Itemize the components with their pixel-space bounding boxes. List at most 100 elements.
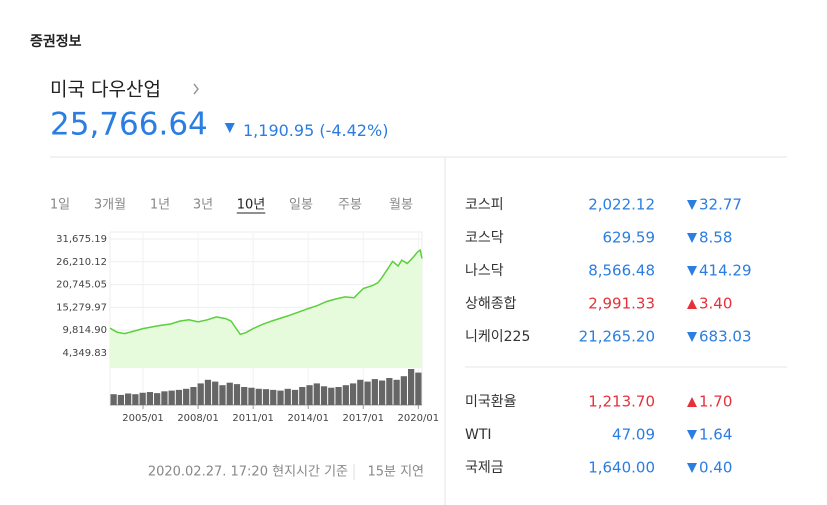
y-tick-label: 9,814.90 [62,325,107,336]
quote-price: 1,640.00 [588,459,655,477]
volume-bar [168,390,175,405]
volume-bar [371,379,378,405]
y-tick-label: 15,279.97 [56,302,107,313]
volume-bar [378,380,386,405]
volume-bar [328,387,335,405]
period-tab[interactable]: 주봉 [338,198,362,213]
chevron-icon [193,83,199,95]
y-tick-label: 31,675.19 [56,234,107,245]
change-value: 1,190.95 [243,121,314,140]
volume-bar [262,389,270,405]
quote-price: 2,991.33 [588,295,655,313]
quote-change: 32.77 [699,196,742,214]
volume-bar [248,387,255,405]
volume-bar [219,385,226,405]
volume-bar [241,387,248,405]
volume-bar [204,379,212,405]
volume-bar [400,376,407,405]
up-arrow [687,299,697,309]
down-arrow [687,266,697,276]
index-change: 1,190.95 (-4.42%) [243,121,388,140]
volume-bar [197,383,204,405]
period-tab[interactable]: 3년 [193,198,213,213]
volume-bar [299,387,306,405]
quote-name[interactable]: 코스피 [465,197,504,213]
volume-bar [110,394,117,405]
volume-bar [132,394,139,405]
quote-price: 2,022.12 [588,196,655,214]
x-tick-label: 2008/01 [177,413,219,424]
quote-change: 8.58 [699,229,732,247]
volume-bar [139,392,146,405]
quote-price: 629.59 [603,229,656,247]
price-line [109,248,423,336]
quote-price: 21,265.20 [579,328,655,346]
quote-name[interactable]: WTI [465,427,492,443]
quote-change: 1.70 [699,393,732,411]
quote-change: 0.40 [699,459,732,477]
volume-bar [313,383,320,405]
period-tab[interactable]: 일봉 [289,198,313,213]
volume-bar [183,388,190,405]
quote-change: 3.40 [699,295,732,313]
quote-price: 47.09 [612,426,655,444]
volume-bar [154,393,161,405]
volume-bar [349,383,357,405]
x-tick-label: 2020/01 [398,413,440,424]
quote-name[interactable]: 국제금 [465,460,504,476]
x-tick-label: 2017/01 [342,413,384,424]
volume-bar [415,372,422,405]
period-tab[interactable]: 10년 [237,198,266,213]
quote-price: 1,213.70 [588,393,655,411]
volume-bar [407,369,415,405]
x-tick-label: 2014/01 [287,413,329,424]
timestamp: 2020.02.27. 17:20 현지시간 기준 [148,465,348,480]
volume-bar [270,389,277,405]
volume-bar [393,379,400,405]
y-tick-label: 26,210.12 [56,257,107,268]
quote-name[interactable]: 니케이225 [465,329,530,345]
quote-change: 683.03 [699,328,752,346]
volume-bar [342,385,349,405]
period-tab[interactable]: 1일 [50,198,70,213]
x-tick-label: 2011/01 [232,413,274,424]
delay: 15분 지연 [367,465,424,480]
quote-name[interactable]: 나스닥 [465,263,504,279]
volume-bar [161,391,168,405]
y-tick-label: 20,745.05 [56,280,107,291]
up-arrow [687,397,697,407]
period-tab[interactable]: 1년 [150,198,170,213]
volume-bar [335,387,342,405]
quote-change: 414.29 [699,262,752,280]
down-arrow [687,463,697,473]
x-tick-label: 2005/01 [122,413,164,424]
down-arrow [224,123,235,133]
area-fill [110,250,422,368]
down-arrow [687,430,697,440]
quote-name[interactable]: 미국환율 [465,394,517,410]
volume-bar [146,392,154,405]
period-tab[interactable]: 월봉 [389,198,413,213]
quote-change: 1.64 [699,426,732,444]
quote-name[interactable]: 코스닥 [465,230,504,246]
change-pct: (-4.42%) [319,121,388,140]
volume-bar [255,388,262,405]
volume-bar [190,387,197,405]
down-arrow [687,200,697,210]
volume-bar [226,382,233,405]
volume-bar [233,384,241,405]
volume-bar [277,390,284,405]
volume-bar [212,381,219,405]
volume-bar [125,393,132,405]
volume-bar [117,394,125,405]
volume-bar [291,389,299,405]
index-name[interactable]: 미국 다우산업 [50,79,161,101]
quote-name[interactable]: 상해종합 [465,296,517,312]
volume-bar [357,379,364,405]
quote-price: 8,566.48 [588,262,655,280]
volume-bar [364,381,371,405]
volume-bar [320,386,328,405]
section-title: 증권정보 [30,33,82,50]
volume-bar [175,389,183,405]
period-tab[interactable]: 3개월 [94,198,126,213]
